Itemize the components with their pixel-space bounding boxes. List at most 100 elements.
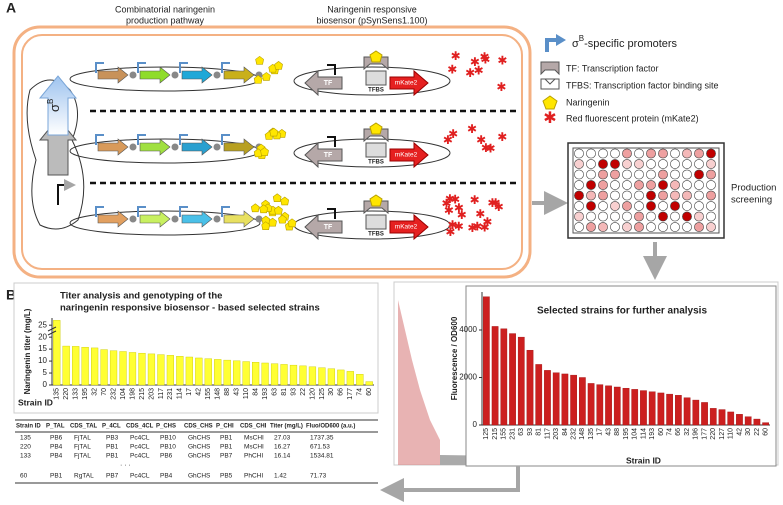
rfp: ✱: [476, 133, 486, 147]
well: [622, 169, 632, 180]
bar: [270, 363, 279, 386]
gene: [97, 138, 129, 156]
naringenin: [253, 74, 263, 84]
table-cell: PB1: [50, 473, 63, 480]
legend-promoter: [556, 34, 566, 46]
naringenin: [287, 218, 297, 228]
well: [658, 169, 668, 180]
well: [694, 222, 704, 232]
well: [598, 148, 608, 159]
panel-b: B Strain ID P_TAL CDS_TAL P_4CL CDS_4CL P_CHS…: [6, 281, 779, 502]
x-tick-label: 70: [101, 388, 108, 396]
promoter: [137, 206, 146, 217]
table-cell: PB7: [106, 473, 119, 480]
x-tick-label: 43: [605, 428, 612, 436]
bar: [657, 392, 665, 426]
x-tick-label: 220: [710, 428, 717, 440]
x-tick-label: 135: [54, 388, 61, 400]
rfp: ✱: [470, 55, 480, 69]
well: [574, 180, 584, 190]
axis-break: [47, 326, 57, 332]
well: [670, 159, 680, 169]
x-tick-label: 110: [728, 428, 735, 439]
rfp: ✱: [472, 219, 482, 233]
tfbs-label: TFBS: [368, 88, 384, 94]
tfbs-label: TFBS: [368, 160, 384, 166]
terminator: [255, 215, 263, 223]
table: Strain ID P_TAL CDS_TAL P_4CL CDS_4CL P_CHS CD…: [15, 419, 378, 484]
bar: [762, 422, 769, 426]
tfbs: [365, 70, 387, 86]
well: [706, 190, 716, 201]
x-axis-label: Strain ID: [626, 455, 661, 465]
table-cell: PB1: [106, 444, 119, 451]
table-cell: 671.53: [310, 444, 330, 451]
well: [682, 190, 692, 201]
well: [586, 211, 596, 222]
x-tick-label: 63: [271, 388, 278, 396]
rfp: ✱: [482, 215, 492, 229]
legend-tf: [540, 61, 560, 76]
plasmid: [293, 138, 451, 168]
well: [670, 211, 680, 222]
well: [694, 201, 704, 211]
x-tick-label: 231: [167, 388, 174, 400]
well: [598, 180, 608, 190]
table-cell: Pc4CL: [130, 435, 150, 442]
bar: [535, 364, 543, 426]
x-tick-label: 220: [63, 388, 70, 400]
terminator: [129, 215, 137, 223]
bar: [640, 390, 647, 426]
x-tick-label: 215: [492, 428, 499, 440]
well: [670, 169, 680, 180]
table-cell: PB4: [50, 453, 63, 460]
table-cell: PhCHI: [244, 453, 263, 460]
table-cell: PB10: [160, 444, 176, 451]
well: [610, 180, 620, 190]
tf-label: TF: [324, 80, 333, 87]
rfp: ✱: [445, 192, 455, 206]
bar: [242, 361, 250, 386]
panel-a: A Combinatorial naringenin production pa…: [6, 0, 776, 280]
rfp: ✱: [454, 219, 464, 233]
x-tick-label: 193: [262, 388, 269, 400]
well: [646, 159, 656, 169]
legend-promoter: [545, 38, 557, 52]
rfp: ✱: [479, 50, 489, 64]
table-cell: PB5: [220, 473, 233, 480]
table-cell: 60: [20, 473, 28, 480]
table-cell: FjTAL: [74, 453, 91, 460]
legend-rfp: ✱: [543, 110, 556, 127]
gene: [181, 66, 213, 84]
well: [574, 190, 584, 201]
table-cell: FjTAL: [74, 435, 91, 442]
table-header: P_CHI: [216, 424, 234, 430]
x-tick-label: 196: [693, 428, 700, 440]
well: [682, 180, 692, 190]
tf-bound: [363, 56, 389, 71]
naringenin: [250, 203, 260, 213]
promoter: [327, 136, 336, 147]
legend-text: Naringenin: [566, 97, 610, 107]
bar: [613, 386, 621, 426]
table-header: P_CHS: [156, 424, 176, 430]
x-tick-label: 120: [309, 388, 316, 400]
y-tick-label: 4000: [459, 325, 477, 334]
table-cell: RgTAL: [74, 473, 94, 480]
bar: [109, 350, 118, 386]
bar: [666, 393, 673, 426]
legend-text: TF: Transcription factor: [566, 63, 659, 73]
rfp: ✱: [481, 141, 491, 155]
well: [586, 180, 596, 190]
well: [694, 190, 704, 201]
table-cell: 27.03: [274, 435, 291, 442]
x-tick-label: 74: [357, 388, 364, 396]
promoter: [95, 62, 104, 73]
table-cell: 16.27: [274, 444, 291, 451]
terminator: [129, 143, 137, 151]
cell-membrane: [21, 34, 523, 270]
bar: [62, 345, 70, 386]
y-tick-label: 20: [38, 332, 47, 341]
table-cell: PB7: [220, 453, 233, 460]
promoter: [221, 134, 230, 145]
